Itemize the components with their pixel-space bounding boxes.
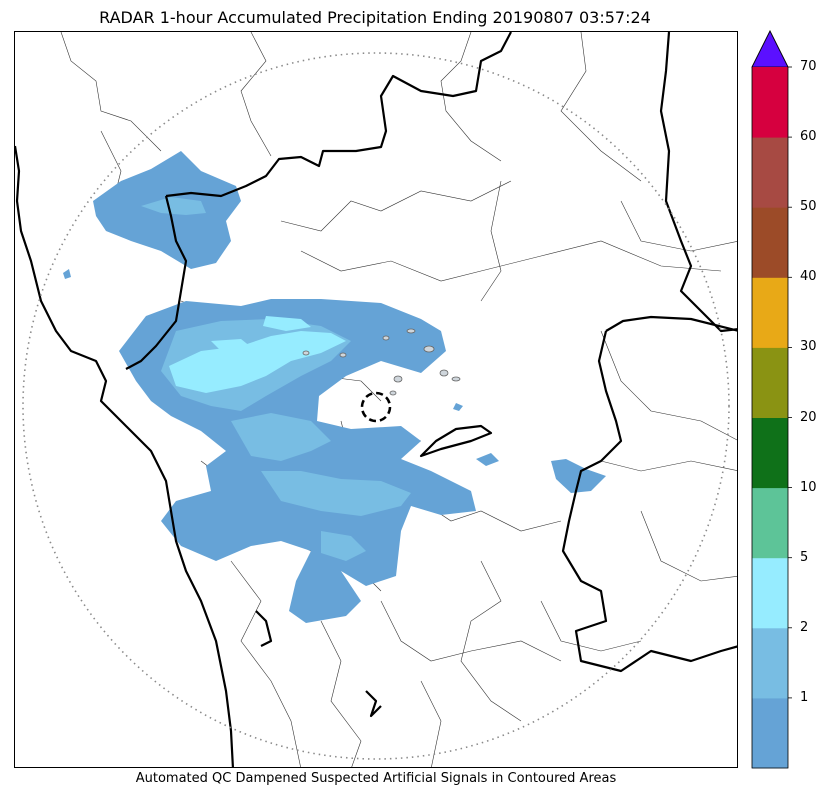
colorbar-segment [752, 207, 788, 278]
colorbar-tick-label: 60 [800, 129, 817, 145]
colorbar-tick-label: 5 [800, 549, 809, 565]
colorbar-segment [752, 277, 788, 348]
colorbar-segment [752, 417, 788, 489]
radar-map [14, 31, 738, 768]
radar-range-ring [22, 52, 730, 760]
colorbar-tick-label: 50 [800, 199, 817, 215]
colorbar-canvas [751, 30, 792, 769]
colorbar-tick-label: 70 [800, 59, 817, 74]
colorbar-tick-label: 40 [800, 269, 817, 285]
chart-title: RADAR 1-hour Accumulated Precipitation E… [99, 8, 651, 27]
colorbar-segment [752, 487, 788, 559]
colorbar-tick-label: 10 [800, 479, 817, 495]
colorbar [751, 30, 792, 769]
colorbar-segment [752, 557, 788, 629]
radar-map-canvas [15, 32, 737, 767]
colorbar-tick-label: 30 [800, 339, 817, 355]
colorbar-segment [752, 347, 788, 418]
state-boundaries [15, 32, 737, 767]
colorbar-tick-label: 1 [800, 689, 809, 705]
colorbar-tick-label: 20 [800, 409, 817, 425]
radar-site-marker [360, 391, 392, 423]
colorbar-segment [752, 137, 788, 208]
colorbar-extend-triangle [751, 30, 789, 68]
qc-contoured-areas [302, 328, 461, 396]
colorbar-tick-label: 2 [800, 619, 809, 635]
colorbar-segment [752, 697, 788, 769]
precip-heavy-areas [169, 316, 346, 393]
qc-footnote: Automated QC Dampened Suspected Artifici… [135, 771, 617, 786]
colorbar-segment [752, 67, 788, 138]
colorbar-frame [751, 30, 789, 769]
colorbar-segment [752, 627, 788, 699]
